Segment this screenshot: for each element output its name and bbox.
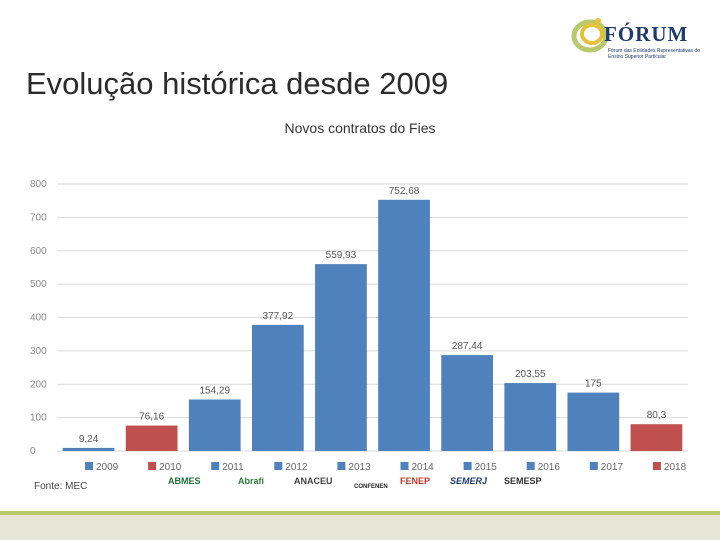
y-tick-label: 700 bbox=[30, 212, 47, 223]
legend-swatch bbox=[85, 462, 93, 470]
partner-logos: ABMES Abrafi ANACEU CONFENEN FENEP SEMER… bbox=[160, 472, 560, 500]
partner-logo-anaceu: ANACEU bbox=[294, 476, 333, 486]
legend-swatch bbox=[148, 462, 157, 470]
chart-title: Novos contratos do Fies bbox=[284, 120, 436, 136]
legend-swatch bbox=[526, 462, 535, 470]
legend-label: 2011 bbox=[222, 462, 244, 473]
bar bbox=[567, 392, 620, 451]
legend-swatch bbox=[274, 462, 283, 470]
partner-logo-fenep: FENEP bbox=[400, 476, 431, 486]
legend-swatch bbox=[652, 462, 661, 470]
data-label: 175 bbox=[585, 379, 602, 390]
y-tick-label: 100 bbox=[30, 413, 47, 424]
legend-swatch bbox=[211, 462, 220, 470]
partner-logo-semerj: SEMERJ bbox=[450, 476, 488, 486]
data-label: 76,16 bbox=[139, 412, 164, 423]
logo-swoosh-icon bbox=[571, 18, 609, 53]
data-label: 559,93 bbox=[326, 250, 357, 261]
bar bbox=[504, 383, 557, 451]
bar bbox=[378, 199, 430, 451]
bar bbox=[315, 264, 367, 451]
legend-swatch bbox=[337, 462, 346, 470]
legend-label: 2012 bbox=[285, 462, 308, 473]
legend-label: 2015 bbox=[475, 462, 498, 473]
data-label: 9,24 bbox=[79, 434, 99, 445]
bar bbox=[62, 447, 115, 451]
legend-swatch bbox=[589, 462, 598, 470]
data-label: 752,68 bbox=[389, 186, 420, 197]
y-tick-label: 300 bbox=[30, 346, 47, 357]
bar bbox=[630, 424, 683, 451]
legend-label: 2016 bbox=[538, 462, 561, 473]
data-label: 203,55 bbox=[515, 369, 546, 380]
bar-chart: 0 100 200 300 400 500 600 700 800 9,24 76,16 154,2… bbox=[30, 179, 688, 473]
y-tick-label: 600 bbox=[30, 246, 47, 257]
bar bbox=[251, 324, 304, 451]
bar bbox=[441, 355, 494, 451]
legend-label: 2017 bbox=[601, 462, 624, 473]
y-tick-label: 800 bbox=[30, 179, 47, 190]
legend-label: 2018 bbox=[664, 462, 687, 473]
legend-swatch bbox=[400, 462, 409, 470]
y-tick-label: 500 bbox=[30, 279, 47, 290]
page-title: Evolução histórica desde 2009 bbox=[26, 66, 449, 101]
partner-logo-abrafi: Abrafi bbox=[238, 476, 265, 486]
legend: 2009 2010 2011 2012 2013 2014 2015 2016 2017 2018 bbox=[85, 462, 687, 473]
data-label: 287,44 bbox=[452, 341, 483, 352]
legend-label: 2013 bbox=[348, 462, 371, 473]
y-axis: 0 100 200 300 400 500 600 700 800 bbox=[30, 179, 47, 457]
bar bbox=[188, 399, 241, 451]
y-tick-label: 200 bbox=[30, 379, 47, 390]
bars bbox=[62, 199, 683, 451]
forum-logo: FÓRUM Fórum das Entidades Representativa… bbox=[568, 12, 708, 64]
data-label: 80,3 bbox=[647, 410, 667, 421]
data-label: 154,29 bbox=[199, 386, 230, 397]
partner-logo-semesp: SEMESP bbox=[504, 476, 542, 486]
legend-swatch bbox=[463, 462, 472, 470]
bar bbox=[125, 425, 178, 451]
legend-label: 2010 bbox=[159, 462, 182, 473]
partner-logo-abmes: ABMES bbox=[168, 476, 201, 486]
partner-logo-confenen: CONFENEN bbox=[354, 484, 388, 490]
legend-label: 2014 bbox=[412, 462, 435, 473]
y-tick-label: 0 bbox=[30, 446, 36, 457]
data-label: 377,92 bbox=[263, 311, 294, 322]
y-tick-label: 400 bbox=[30, 313, 47, 324]
logo-subtitle: Fórum das Entidades Representativas do E… bbox=[608, 48, 700, 60]
logo-text: FÓRUM bbox=[604, 22, 689, 46]
legend-label: 2009 bbox=[96, 462, 119, 473]
data-labels: 9,24 76,16 154,29 377,92 559,93 752,68 287,44 2… bbox=[79, 186, 667, 445]
source-note: Fonte: MEC bbox=[34, 481, 88, 492]
footer-bar bbox=[0, 511, 720, 540]
